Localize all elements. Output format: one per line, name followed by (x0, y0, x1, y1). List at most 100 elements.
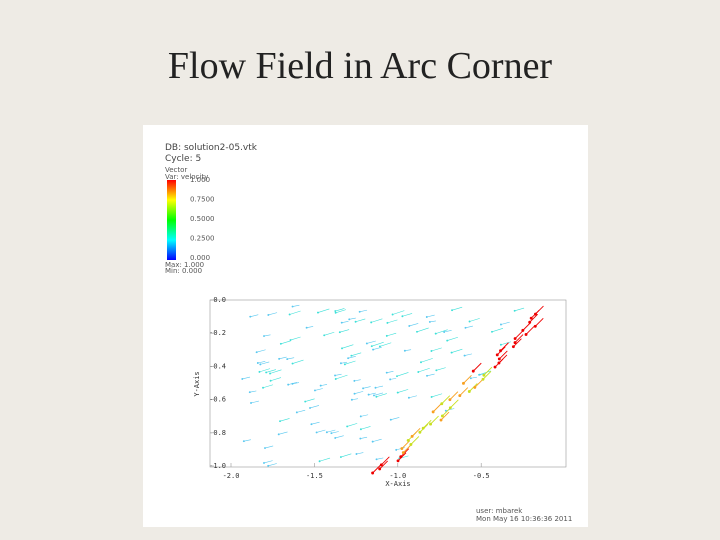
vector-head (513, 309, 516, 312)
vector-arrow (529, 313, 539, 323)
vector-head (334, 436, 337, 439)
vector-head (513, 337, 517, 340)
vector-arrow (426, 314, 435, 318)
vector-head (462, 381, 465, 385)
vector-head (310, 423, 313, 426)
vector-arrow (409, 323, 419, 327)
vector-arrow (366, 340, 376, 344)
user: user: mbarek (476, 507, 523, 515)
vector-head (521, 328, 525, 332)
vector-head (396, 375, 398, 378)
vector-head (493, 365, 497, 369)
vector-arrow (344, 360, 356, 365)
vector-arrow (335, 374, 348, 380)
vector-arrow (263, 334, 271, 337)
vector-arrow (525, 326, 535, 335)
vector-arrow (411, 428, 421, 437)
vector-arrow (341, 321, 349, 323)
vector-head (317, 311, 319, 314)
vector-arrow (264, 445, 274, 449)
vector-head (350, 398, 353, 401)
database: DB: solution2-05.vtk (165, 143, 258, 153)
vector-head (400, 447, 404, 450)
vector-arrow (390, 417, 400, 420)
vector-head (258, 370, 261, 373)
vector-arrow (243, 439, 251, 442)
vector-head (255, 351, 258, 354)
legend-labels: 1.000 0.7500 0.5000 0.2500 0.000 (190, 176, 215, 262)
vector-arrow (418, 367, 430, 373)
vector-head (358, 310, 361, 313)
vector-head (309, 406, 311, 409)
vector-head (287, 383, 290, 386)
vector-head (248, 391, 251, 394)
vector-arrow (250, 400, 259, 404)
vector-arrow (449, 391, 459, 400)
vector-head (435, 369, 438, 372)
vector-head (378, 467, 382, 471)
vector-head (241, 377, 244, 380)
vector-head (250, 402, 252, 404)
vector-arrow (447, 336, 459, 341)
vector-arrow (319, 457, 331, 462)
vector-arrow (400, 448, 410, 458)
vector-arrow (279, 418, 290, 422)
vector-arrow (316, 429, 326, 433)
vector-arrow (379, 460, 388, 470)
vector-arrow (317, 308, 330, 313)
vector-head (396, 459, 400, 463)
vector-head (495, 353, 499, 357)
vector-head (481, 377, 485, 381)
vector-arrow (292, 382, 299, 385)
vector-head (340, 321, 343, 324)
vector-head (339, 456, 342, 459)
vector-arrow (463, 375, 472, 384)
vector-head (371, 440, 374, 443)
vector-head (446, 339, 449, 342)
vector-arrow (420, 358, 433, 363)
vector-arrow (522, 322, 532, 331)
vector-arrow (375, 385, 384, 389)
plot-image (143, 125, 588, 527)
vector-arrow (410, 436, 420, 445)
vector-arrow (355, 318, 366, 323)
vector-arrow (514, 307, 525, 312)
vector-arrow (459, 387, 469, 396)
vector-head (463, 354, 466, 357)
vector-head (491, 330, 493, 333)
vector-arrow (441, 395, 451, 405)
vector-arrow (354, 379, 361, 382)
y-tick-label: -0.4 (209, 362, 226, 370)
vector-arrow (445, 408, 455, 412)
vector-arrow (340, 453, 352, 458)
vector-arrow (287, 357, 295, 360)
vector-arrow (470, 376, 477, 379)
vector-head (291, 305, 294, 308)
vector-arrow (356, 452, 364, 455)
vector-head (379, 463, 383, 467)
vector-head (389, 378, 392, 381)
vector-arrow (402, 313, 413, 317)
slide-title: Flow Field in Arc Corner (168, 45, 553, 87)
vector-arrow (483, 366, 493, 376)
legend-label: 0.7500 (190, 196, 215, 204)
x-axis-label: X-Axis (385, 480, 410, 488)
vector-head (396, 391, 399, 394)
vector-arrow (386, 332, 397, 337)
vector-head (385, 371, 388, 374)
vector-arrow (500, 341, 511, 346)
vector-head (401, 315, 404, 318)
vector-head (269, 372, 272, 375)
vector-arrow (339, 329, 350, 333)
vector-arrow (314, 388, 323, 391)
vector-head (478, 373, 481, 376)
vector-arrow (249, 390, 257, 393)
vector-head (407, 396, 410, 399)
vector-head (428, 320, 431, 323)
vector-arrow (444, 329, 452, 333)
vector-arrow (360, 414, 369, 417)
vector-field (241, 304, 544, 475)
vector-head (430, 396, 433, 398)
vector-arrow (335, 308, 345, 312)
vector-arrow (442, 407, 451, 417)
